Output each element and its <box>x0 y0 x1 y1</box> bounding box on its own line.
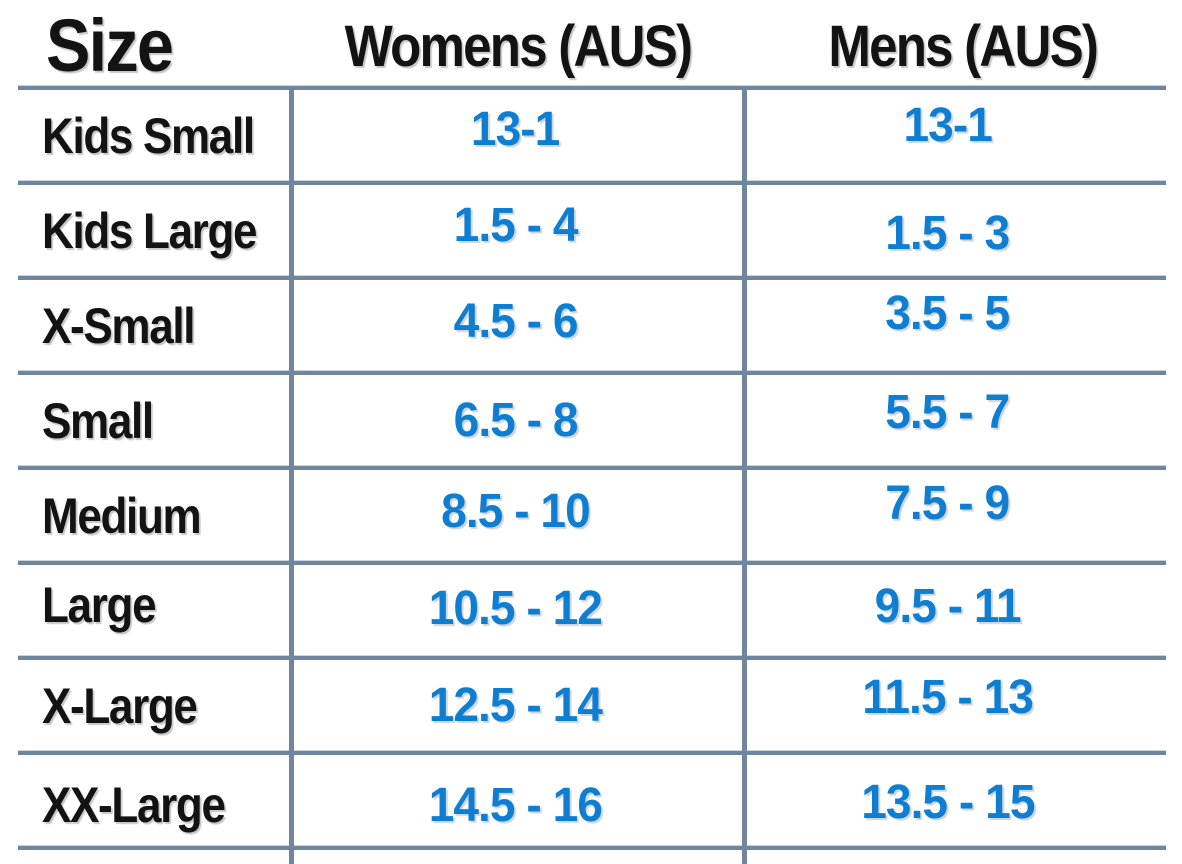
size-label: X-Small <box>42 297 195 354</box>
mens-value: 1.5 - 3 <box>885 207 1011 260</box>
grid-line-horizontal <box>18 85 1166 90</box>
womens-value: 14.5 - 16 <box>428 779 603 832</box>
grid-line-horizontal <box>18 465 1166 470</box>
size-label: Kids Large <box>42 202 258 259</box>
table-row: X-Large 12.5 - 14 11.5 - 13 <box>0 658 1182 753</box>
table-row: Small 6.5 - 8 5.5 - 7 <box>0 373 1182 468</box>
grid-line-horizontal <box>18 750 1166 755</box>
mens-value: 9.5 - 11 <box>874 580 1022 633</box>
mens-value: 3.5 - 5 <box>885 287 1011 340</box>
size-label: XX-Large <box>42 776 226 833</box>
table-header: Size Womens (AUS) Mens (AUS) <box>0 0 1182 88</box>
grid-line-horizontal <box>18 845 1166 850</box>
table-row: Large 10.5 - 12 9.5 - 11 <box>0 563 1182 658</box>
column-header-womens-aus: Womens (AUS) <box>344 13 692 79</box>
grid-line-horizontal <box>18 655 1166 660</box>
womens-value: 6.5 - 8 <box>453 394 579 447</box>
mens-value: 7.5 - 9 <box>885 477 1011 530</box>
mens-value: 5.5 - 7 <box>885 386 1011 439</box>
mens-value: 13.5 - 15 <box>861 776 1035 829</box>
size-label: Large <box>42 576 157 633</box>
size-label: Medium <box>42 487 202 544</box>
table-row: Kids Large 1.5 - 4 1.5 - 3 <box>0 183 1182 278</box>
size-label: X-Large <box>42 677 198 734</box>
mens-value: 13-1 <box>903 99 992 152</box>
size-label: Small <box>42 392 154 449</box>
size-label: Kids Small <box>42 107 255 164</box>
column-header-mens-aus: Mens (AUS) <box>828 13 1100 79</box>
table-row: Kids Small 13-1 13-1 <box>0 88 1182 183</box>
column-header-size: Size <box>46 3 174 87</box>
womens-value: 8.5 - 10 <box>441 485 591 538</box>
table-row: XX-Large 14.5 - 16 13.5 - 15 <box>0 753 1182 848</box>
womens-value: 13-1 <box>471 103 560 156</box>
table-row: Medium 8.5 - 10 7.5 - 9 <box>0 468 1182 563</box>
womens-value: 4.5 - 6 <box>453 295 579 348</box>
grid-line-vertical <box>289 88 294 864</box>
womens-value: 12.5 - 14 <box>428 679 603 732</box>
womens-value: 10.5 - 12 <box>428 582 603 635</box>
table-row: X-Small 4.5 - 6 3.5 - 5 <box>0 278 1182 373</box>
womens-value: 1.5 - 4 <box>453 199 579 252</box>
mens-value: 11.5 - 13 <box>862 671 1034 724</box>
grid-line-horizontal <box>18 370 1166 375</box>
grid-line-horizontal <box>18 275 1166 280</box>
grid-line-horizontal <box>18 180 1166 185</box>
grid-line-horizontal <box>18 560 1166 565</box>
grid-line-vertical <box>742 88 747 864</box>
